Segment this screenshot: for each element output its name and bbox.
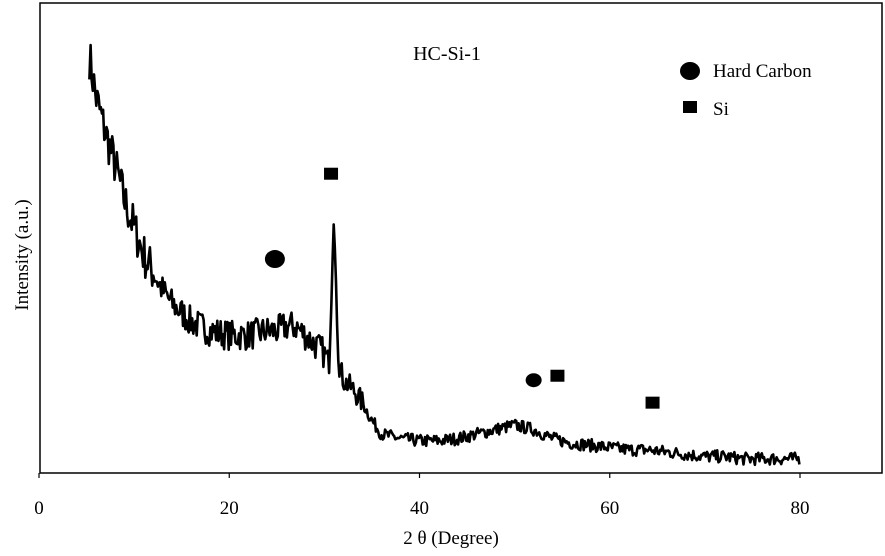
peak-markers [264, 167, 660, 409]
x-tick-label: 0 [34, 498, 44, 519]
legend-label-hard-carbon: Hard Carbon [713, 61, 812, 82]
legend-label-si: Si [713, 99, 729, 120]
x-tick-label: 80 [791, 498, 810, 519]
x-axis-label: 2 θ (Degree) [403, 528, 499, 549]
legend-square-icon [683, 101, 697, 113]
intensity-line [88, 43, 801, 467]
hard-carbon-marker [525, 373, 542, 388]
plot-area [39, 2, 883, 474]
si-marker [550, 369, 565, 382]
legend-circle-icon [680, 62, 700, 80]
y-axis-label: Intensity (a.u.) [12, 199, 33, 310]
x-axis-ticks [38, 473, 801, 478]
x-tick-label: 40 [410, 498, 429, 519]
legend: Hard Carbon Si [680, 61, 812, 120]
hard-carbon-marker [264, 250, 285, 269]
si-marker [324, 167, 339, 180]
x-tick-label: 20 [220, 498, 239, 519]
si-marker [645, 396, 660, 409]
x-tick-label: 60 [600, 498, 619, 519]
chart-title: HC-Si-1 [413, 43, 481, 65]
x-axis-tick-labels: 0 20 40 60 80 [34, 498, 809, 519]
